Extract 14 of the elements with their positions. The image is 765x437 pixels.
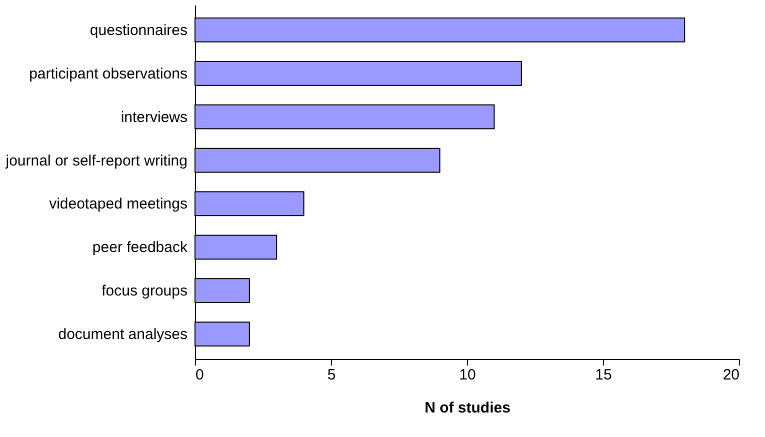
- x-tick-label: 20: [722, 366, 740, 384]
- x-tick-label: 0: [196, 366, 204, 384]
- y-tick-label: participant observations: [29, 65, 188, 82]
- y-tick-label: videotaped meetings: [49, 196, 188, 213]
- y-tick-label: questionnaires: [90, 22, 188, 39]
- y-tick-label: focus groups: [102, 282, 188, 300]
- y-tick-label: journal or self-report writing: [4, 152, 188, 170]
- y-tick-label: document analyses: [58, 326, 188, 344]
- y-tick-label: interviews: [120, 108, 188, 126]
- x-axis-title: N of studies: [424, 400, 510, 416]
- x-tick-label: 5: [327, 366, 336, 384]
- x-tick-label: 15: [595, 366, 612, 384]
- x-tick-label: 10: [459, 366, 476, 384]
- y-tick-label: peer feedback: [92, 239, 188, 256]
